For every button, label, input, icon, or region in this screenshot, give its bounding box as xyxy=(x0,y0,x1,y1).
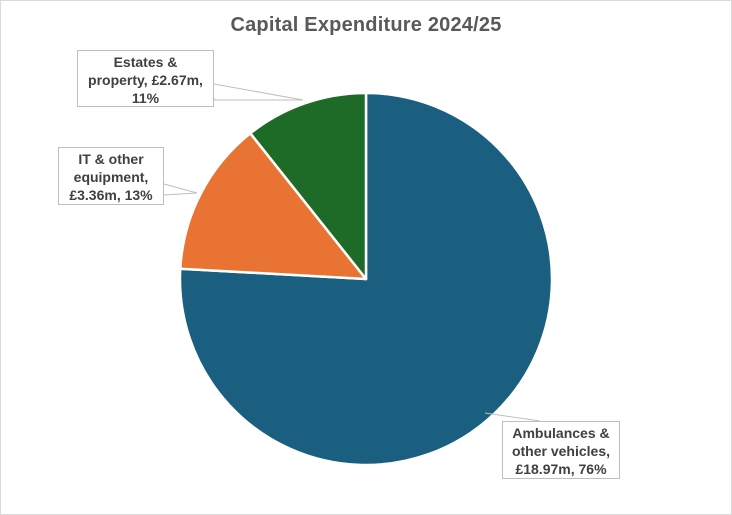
pie-slice-estates xyxy=(249,91,368,281)
pie-slices xyxy=(178,91,554,467)
leader-line-it-b xyxy=(163,192,198,196)
leader-line-it xyxy=(163,183,198,194)
data-label-estates: Estates & property, £2.67m, 11% xyxy=(77,50,214,107)
data-label-it: IT & other equipment, £3.36m, 13% xyxy=(58,147,164,205)
chart-title: Capital Expenditure 2024/25 xyxy=(230,14,502,36)
pie-slice-it xyxy=(179,132,368,281)
data-label-ambulances: Ambulances & other vehicles, £18.97m, 76… xyxy=(502,421,620,479)
leader-line-estates xyxy=(213,83,304,101)
leader-lines xyxy=(163,83,541,422)
leader-line-ambulances xyxy=(484,412,541,422)
leader-line-estates-b xyxy=(213,98,303,101)
